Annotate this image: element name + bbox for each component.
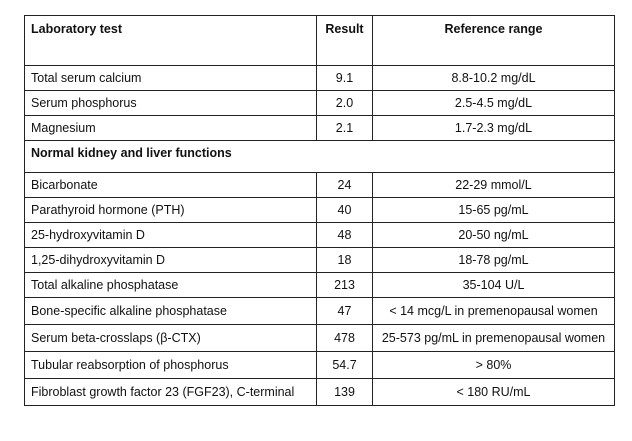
table-cell: 18-78 pg/mL [372, 247, 615, 273]
table-cell: 478 [316, 324, 373, 352]
table-cell: 35-104 U/L [372, 272, 615, 298]
table-cell: Total alkaline phosphatase [24, 272, 317, 298]
table-row: Fibroblast growth factor 23 (FGF23), C-t… [24, 378, 615, 406]
table-cell: 2.0 [316, 90, 373, 116]
table-cell: 25-hydroxyvitamin D [24, 222, 317, 248]
table-cell: 2.5-4.5 mg/dL [372, 90, 615, 116]
table-body: Total serum calcium 9.1 8.8-10.2 mg/dL Seru… [24, 65, 615, 406]
table-row: Bicarbonate 24 22-29 mmol/L [24, 172, 615, 198]
table-cell: < 14 mcg/L in premenopausal women [372, 297, 615, 325]
table-cell: 9.1 [316, 65, 373, 91]
lab-table: Laboratory test Result Reference range Tot… [24, 15, 615, 406]
table-cell: 25-573 pg/mL in premenopausal women [372, 324, 615, 352]
table-cell: 2.1 [316, 115, 373, 141]
table-cell: 20-50 ng/mL [372, 222, 615, 248]
table-cell: 139 [316, 378, 373, 406]
table-cell: 8.8-10.2 mg/dL [372, 65, 615, 91]
table-cell: Serum phosphorus [24, 90, 317, 116]
header-row: Laboratory test Result Reference range [24, 15, 615, 66]
section-cell: Normal kidney and liver functions [24, 140, 615, 173]
table-cell: 213 [316, 272, 373, 298]
header-cell: Reference range [372, 15, 615, 66]
table-row: 25-hydroxyvitamin D 48 20-50 ng/mL [24, 222, 615, 248]
table-row: Total alkaline phosphatase 213 35-104 U/L [24, 272, 615, 298]
table-cell: 1.7-2.3 mg/dL [372, 115, 615, 141]
table-container: Laboratory test Result Reference range Tot… [24, 15, 615, 406]
table-cell: 40 [316, 197, 373, 223]
table-row: Serum phosphorus 2.0 2.5-4.5 mg/dL [24, 90, 615, 116]
table-cell: 1,25-dihydroxyvitamin D [24, 247, 317, 273]
table-cell: Fibroblast growth factor 23 (FGF23), C-t… [24, 378, 317, 406]
table-cell: Bone-specific alkaline phosphatase [24, 297, 317, 325]
table-cell: < 180 RU/mL [372, 378, 615, 406]
table-cell: 47 [316, 297, 373, 325]
table-cell: 24 [316, 172, 373, 198]
table-cell: Bicarbonate [24, 172, 317, 198]
table-cell: Total serum calcium [24, 65, 317, 91]
header-cell: Laboratory test [24, 15, 317, 66]
header-cell: Result [316, 15, 373, 66]
table-cell: 15-65 pg/mL [372, 197, 615, 223]
table-cell: 48 [316, 222, 373, 248]
table-cell: 22-29 mmol/L [372, 172, 615, 198]
table-cell: Tubular reabsorption of phosphorus [24, 351, 317, 379]
table-row: Tubular reabsorption of phosphorus 54.7 > … [24, 351, 615, 379]
table-cell: > 80% [372, 351, 615, 379]
table-cell: 54.7 [316, 351, 373, 379]
table-row: Total serum calcium 9.1 8.8-10.2 mg/dL [24, 65, 615, 91]
table-cell: Magnesium [24, 115, 317, 141]
table-row: Normal kidney and liver functions [24, 140, 615, 173]
table-cell: Serum beta-crosslaps (β-CTX) [24, 324, 317, 352]
table-row: Bone-specific alkaline phosphatase 47 < 14… [24, 297, 615, 325]
table-row: 1,25-dihydroxyvitamin D 18 18-78 pg/mL [24, 247, 615, 273]
table-row: Serum beta-crosslaps (β-CTX) 478 25-573 pg… [24, 324, 615, 352]
table-cell: 18 [316, 247, 373, 273]
table-row: Parathyroid hormone (PTH) 40 15-65 pg/mL [24, 197, 615, 223]
table-row: Magnesium 2.1 1.7-2.3 mg/dL [24, 115, 615, 141]
table-cell: Parathyroid hormone (PTH) [24, 197, 317, 223]
